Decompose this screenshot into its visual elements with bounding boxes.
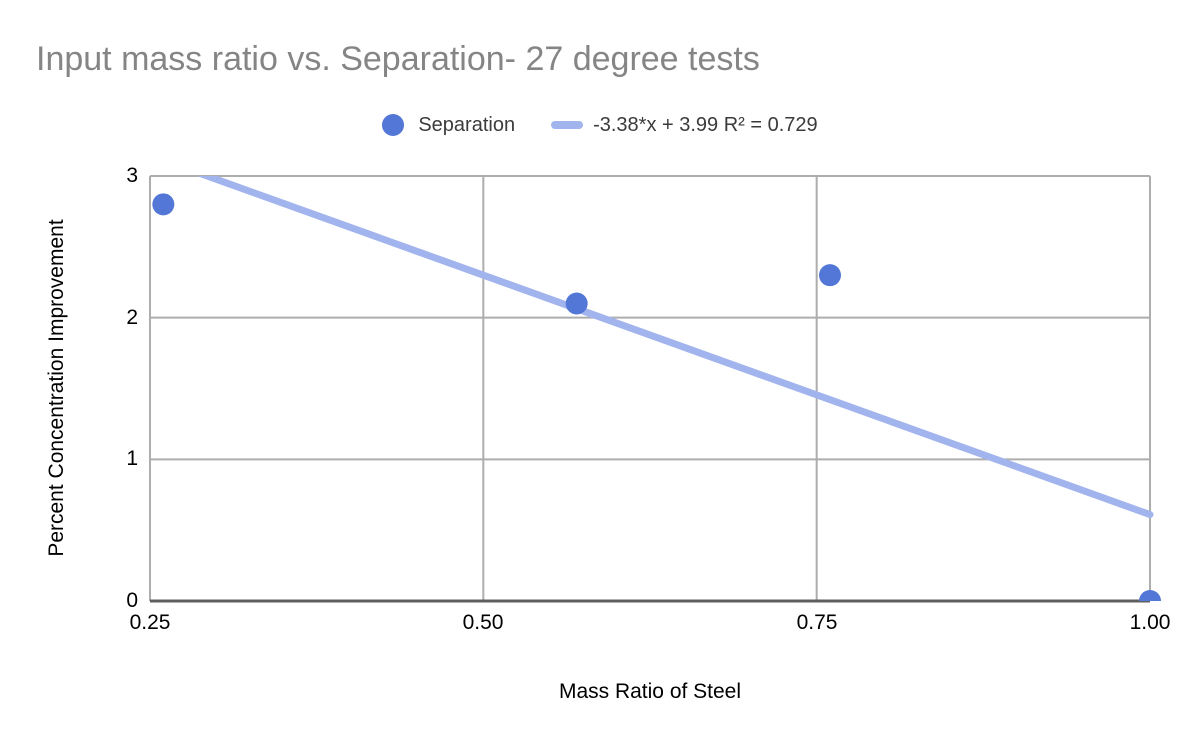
y-tick-label: 2 <box>126 306 138 329</box>
x-tick-label: 0.75 <box>796 611 838 634</box>
legend-item-separation: Separation <box>382 114 515 137</box>
data-point <box>819 264 841 287</box>
y-tick-label: 3 <box>126 164 138 187</box>
legend-series-label: Separation <box>418 113 516 136</box>
chart-legend: Separation -3.38*x + 3.99 R² = 0.729 <box>0 111 1200 139</box>
scatter-point-swatch-icon <box>382 114 405 136</box>
trendline-swatch-icon <box>551 121 584 129</box>
legend-item-trendline: -3.38*x + 3.99 R² = 0.729 <box>551 114 818 137</box>
x-axis-title: Mass Ratio of Steel <box>558 680 742 703</box>
plot-area <box>149 175 1161 603</box>
y-tick-label: 1 <box>126 447 138 470</box>
data-point <box>565 292 588 315</box>
trend-line <box>196 176 1154 519</box>
x-tick-label: 0.50 <box>462 611 504 634</box>
legend-trendline-label: -3.38*x + 3.99 R² = 0.729 <box>593 113 818 136</box>
y-tick-label: 0 <box>126 589 138 612</box>
x-tick-label: 1.00 <box>1129 611 1171 634</box>
data-point <box>1139 590 1161 601</box>
data-points <box>152 193 1161 601</box>
chart-title: Input mass ratio vs. Separation- 27 degr… <box>36 40 760 78</box>
data-point <box>152 193 175 216</box>
x-tick-label: 0.25 <box>129 611 171 634</box>
y-axis-title: Percent Concentration Improvement <box>45 219 68 557</box>
